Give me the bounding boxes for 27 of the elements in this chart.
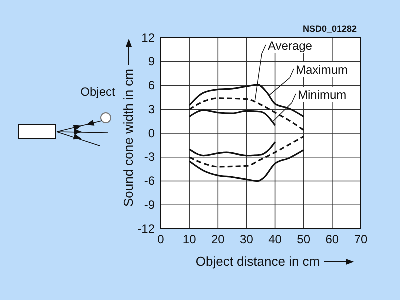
text: Object [80,85,116,99]
y-tick-label: 9 [148,54,156,69]
line-series [188,149,305,182]
x-tick-label: 20 [211,232,226,247]
y-tick-label: 6 [148,78,156,93]
y-tick-label: -12 [138,222,156,236]
y-tick-label: 0 [148,126,156,140]
annotation: Average [268,39,313,53]
x-tick-label: 70 [354,232,368,247]
y-tick-label: -3 [144,150,156,164]
y-tick-label: -9 [144,198,156,212]
x-tick-label: 30 [240,232,254,247]
x-tick-label: 60 [326,232,340,247]
x-tick-label: 0 [158,232,165,247]
text: NSD0_01282 [302,24,357,34]
y-axis-title: Sound cone width in cm [121,68,136,208]
annotation: Maximum [296,63,348,77]
annotation: Minimum [298,88,347,102]
line-series [188,136,305,168]
x-tick-label: 40 [268,232,282,247]
line-series [188,141,276,157]
y-tick-label: 12 [142,30,156,45]
x-tick-label: 10 [182,232,197,247]
y-tick-label: -6 [144,174,156,188]
x-axis-title: Object distance in cm [196,254,320,269]
x-tick-label: 50 [297,232,311,247]
y-tick-label: 3 [148,102,156,116]
